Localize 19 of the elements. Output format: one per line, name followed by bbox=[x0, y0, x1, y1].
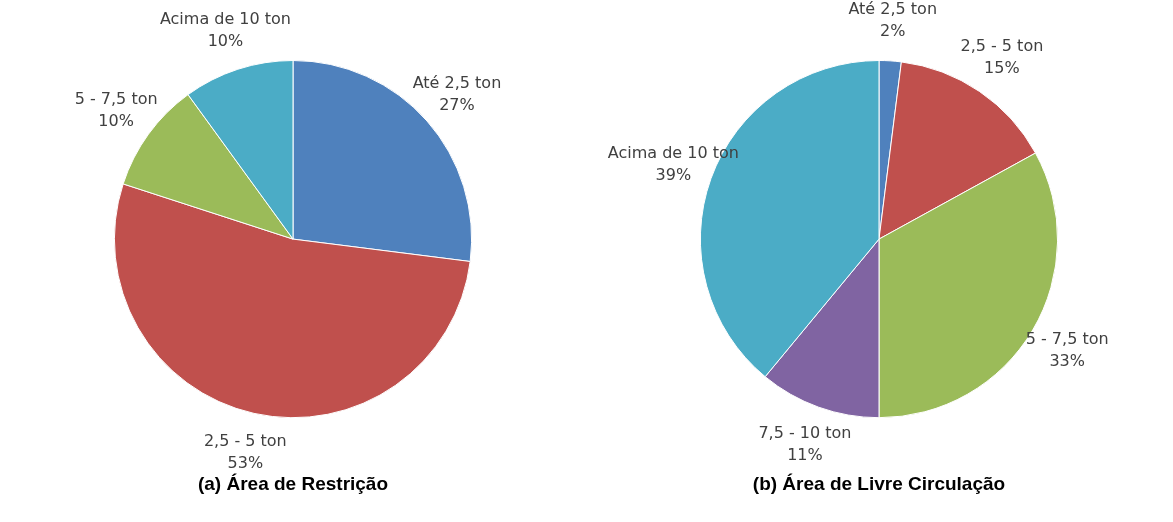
slice-label: 5 - 7,5 ton bbox=[74, 88, 158, 108]
text: (b) Área de Livre Circulação bbox=[752, 472, 1006, 494]
data-label: 53% bbox=[227, 452, 264, 472]
slice-label: 5 - 7,5 ton bbox=[1025, 328, 1109, 348]
data-label: 11% bbox=[787, 444, 823, 464]
data-label: 2% bbox=[880, 21, 906, 41]
slice-label: Até 2,5 ton bbox=[412, 72, 502, 92]
data-label: 10% bbox=[207, 31, 244, 51]
slice-label: Acima de 10 ton bbox=[159, 9, 292, 29]
data-label: 10% bbox=[98, 110, 134, 130]
data-label: 15% bbox=[984, 58, 1020, 78]
data-label: 27% bbox=[439, 94, 475, 114]
slice-label: 7,5 - 10 ton bbox=[758, 422, 852, 442]
slice-label: 2,5 - 5 ton bbox=[960, 36, 1044, 56]
slice-label: Até 2,5 ton bbox=[848, 0, 938, 19]
data-label: 39% bbox=[655, 165, 692, 185]
data-label: 33% bbox=[1049, 350, 1085, 370]
text: (a) Área de Restrição bbox=[197, 472, 389, 494]
slice-label: 2,5 - 5 ton bbox=[203, 430, 287, 450]
